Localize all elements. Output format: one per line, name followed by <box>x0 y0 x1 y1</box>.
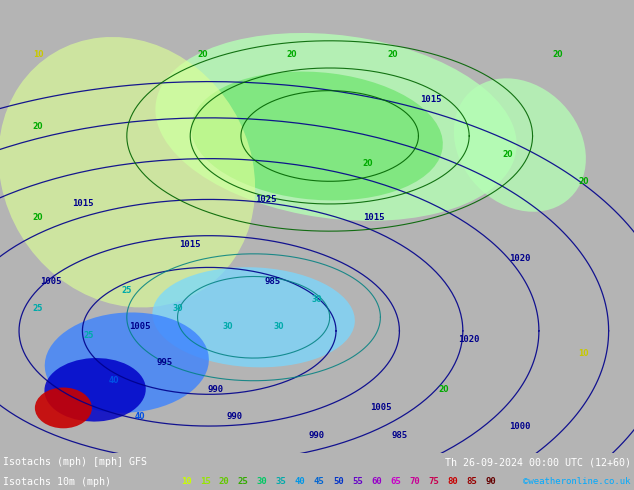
Text: 985: 985 <box>391 431 408 440</box>
Ellipse shape <box>35 388 92 428</box>
Text: 1020: 1020 <box>509 254 531 263</box>
Text: 40: 40 <box>109 376 119 385</box>
Text: Isotachs 10m (mph): Isotachs 10m (mph) <box>3 477 111 487</box>
Text: 1005: 1005 <box>40 276 61 286</box>
Text: 20: 20 <box>502 149 512 159</box>
Text: 20: 20 <box>33 213 43 222</box>
Text: 60: 60 <box>371 477 382 487</box>
Text: 1005: 1005 <box>129 322 150 331</box>
Text: Th 26-09-2024 00:00 UTC (12+60): Th 26-09-2024 00:00 UTC (12+60) <box>445 458 631 467</box>
Text: 1000: 1000 <box>509 421 531 431</box>
Text: 20: 20 <box>388 50 398 59</box>
Text: 20: 20 <box>198 50 208 59</box>
Ellipse shape <box>191 72 443 200</box>
Text: 1015: 1015 <box>363 213 385 222</box>
Ellipse shape <box>155 33 517 221</box>
Text: 20: 20 <box>33 122 43 131</box>
Text: 30: 30 <box>223 322 233 331</box>
Text: 25: 25 <box>238 477 249 487</box>
Text: 25: 25 <box>122 286 132 294</box>
Text: 30: 30 <box>172 304 183 313</box>
Text: 10: 10 <box>578 349 588 358</box>
Ellipse shape <box>0 37 255 308</box>
Text: 20: 20 <box>287 50 297 59</box>
Text: 40: 40 <box>295 477 306 487</box>
Ellipse shape <box>454 78 586 212</box>
Text: 1020: 1020 <box>458 336 480 344</box>
Text: 20: 20 <box>363 159 373 168</box>
Ellipse shape <box>152 267 355 368</box>
Text: 10: 10 <box>181 477 191 487</box>
Text: 70: 70 <box>409 477 420 487</box>
Text: 1015: 1015 <box>72 199 93 208</box>
Text: 20: 20 <box>553 50 563 59</box>
Text: 10: 10 <box>33 50 43 59</box>
Text: 35: 35 <box>276 477 287 487</box>
Text: 985: 985 <box>264 276 281 286</box>
Text: 30: 30 <box>312 294 322 304</box>
Text: 50: 50 <box>333 477 344 487</box>
Text: 990: 990 <box>226 413 243 421</box>
Text: 1025: 1025 <box>256 195 277 204</box>
Text: ©weatheronline.co.uk: ©weatheronline.co.uk <box>523 477 631 487</box>
Text: 25: 25 <box>84 331 94 340</box>
Text: 25: 25 <box>33 304 43 313</box>
Ellipse shape <box>45 313 209 413</box>
Text: 65: 65 <box>390 477 401 487</box>
Text: 40: 40 <box>134 413 145 421</box>
Text: 75: 75 <box>428 477 439 487</box>
Text: 20: 20 <box>219 477 230 487</box>
Text: 80: 80 <box>447 477 458 487</box>
Text: 1015: 1015 <box>420 95 442 104</box>
Text: 45: 45 <box>314 477 325 487</box>
Text: 990: 990 <box>309 431 325 440</box>
Text: 20: 20 <box>439 385 449 394</box>
Text: 20: 20 <box>578 177 588 186</box>
Text: 990: 990 <box>207 385 224 394</box>
Text: 55: 55 <box>352 477 363 487</box>
Text: 15: 15 <box>200 477 210 487</box>
Text: 85: 85 <box>466 477 477 487</box>
Text: 30: 30 <box>274 322 284 331</box>
Text: Isotachs (mph) [mph] GFS: Isotachs (mph) [mph] GFS <box>3 458 147 467</box>
Text: 30: 30 <box>257 477 268 487</box>
Text: 995: 995 <box>157 358 173 367</box>
Text: 90: 90 <box>485 477 496 487</box>
Ellipse shape <box>44 358 146 421</box>
Text: 1015: 1015 <box>179 240 201 249</box>
Text: 1005: 1005 <box>370 403 391 413</box>
